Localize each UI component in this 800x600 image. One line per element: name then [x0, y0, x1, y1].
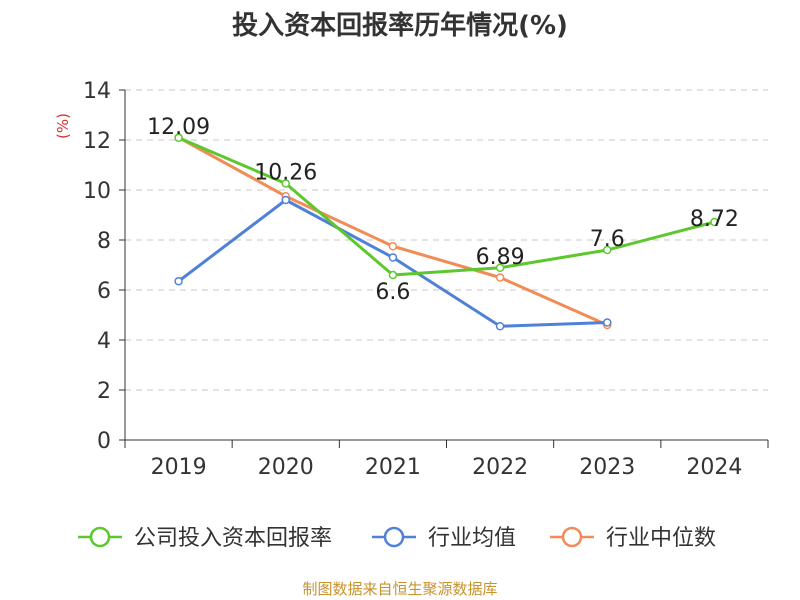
data-point[interactable]: [495, 322, 505, 331]
data-point[interactable]: [174, 277, 183, 286]
data-source-note: 制图数据来自恒生聚源数据库: [302, 580, 497, 598]
data-point[interactable]: [388, 270, 398, 280]
y-tick-label: 8: [97, 229, 111, 254]
data-point[interactable]: [495, 273, 505, 282]
grid-lines: [125, 89, 768, 391]
axes: [119, 89, 769, 448]
data-label: 7.6: [590, 227, 625, 252]
data-point[interactable]: [495, 263, 505, 272]
x-tick-label: 2022: [472, 455, 528, 480]
data-point[interactable]: [281, 179, 290, 188]
data-point[interactable]: [388, 253, 398, 262]
x-tick-label: 2020: [258, 455, 314, 480]
data-label: 6.89: [476, 245, 525, 270]
series-line-1: [177, 198, 609, 328]
data-point[interactable]: [603, 318, 612, 327]
legend-label: 行业均值: [428, 526, 516, 551]
x-tick-label: 2023: [579, 455, 635, 480]
data-point[interactable]: [388, 242, 398, 251]
data-point[interactable]: [281, 195, 290, 205]
data-label: 12.09: [147, 115, 210, 140]
data-point[interactable]: [174, 133, 183, 142]
data-label: 6.6: [375, 280, 410, 305]
y-tick-label: 2: [97, 379, 111, 404]
data-label: 8.72: [690, 207, 739, 232]
series-points: [174, 133, 719, 331]
y-axis-label: (%): [54, 113, 72, 139]
legend-marker: [89, 526, 111, 548]
data-point[interactable]: [710, 217, 719, 227]
chart-title: 投入资本回报率历年情况(%): [232, 10, 568, 41]
legend-marker: [561, 526, 583, 548]
legend-marker: [383, 526, 405, 548]
y-tick-label: 0: [97, 429, 111, 454]
x-tick-label: 2019: [151, 455, 207, 480]
series-line-0: [177, 136, 716, 277]
legend-item-0[interactable]: 公司投入资本回报率: [78, 526, 332, 551]
x-tick-label: 2024: [686, 455, 742, 480]
data-point[interactable]: [603, 245, 612, 255]
legend-label: 行业中位数: [606, 526, 716, 551]
legend: 公司投入资本回报率 行业均值 行业中位数: [78, 526, 716, 551]
y-tick-label: 4: [97, 329, 111, 354]
x-tick-labels: 2019 2020 2021 2022 2023 2024: [151, 455, 743, 480]
y-tick-label: 6: [97, 279, 111, 304]
legend-label: 公司投入资本回报率: [134, 526, 332, 551]
y-tick-labels: 0 2 4 6 8 10 12 14: [83, 79, 111, 454]
y-tick-label: 12: [83, 129, 111, 154]
y-tick-label: 10: [83, 179, 111, 204]
x-tick-label: 2021: [365, 455, 421, 480]
data-labels: 12.09 10.26 6.6 6.89 7.6 8.72: [147, 115, 739, 305]
y-tick-label: 14: [83, 79, 111, 104]
legend-item-2[interactable]: 行业中位数: [550, 526, 716, 551]
data-label: 10.26: [254, 161, 317, 186]
legend-item-1[interactable]: 行业均值: [372, 526, 516, 551]
